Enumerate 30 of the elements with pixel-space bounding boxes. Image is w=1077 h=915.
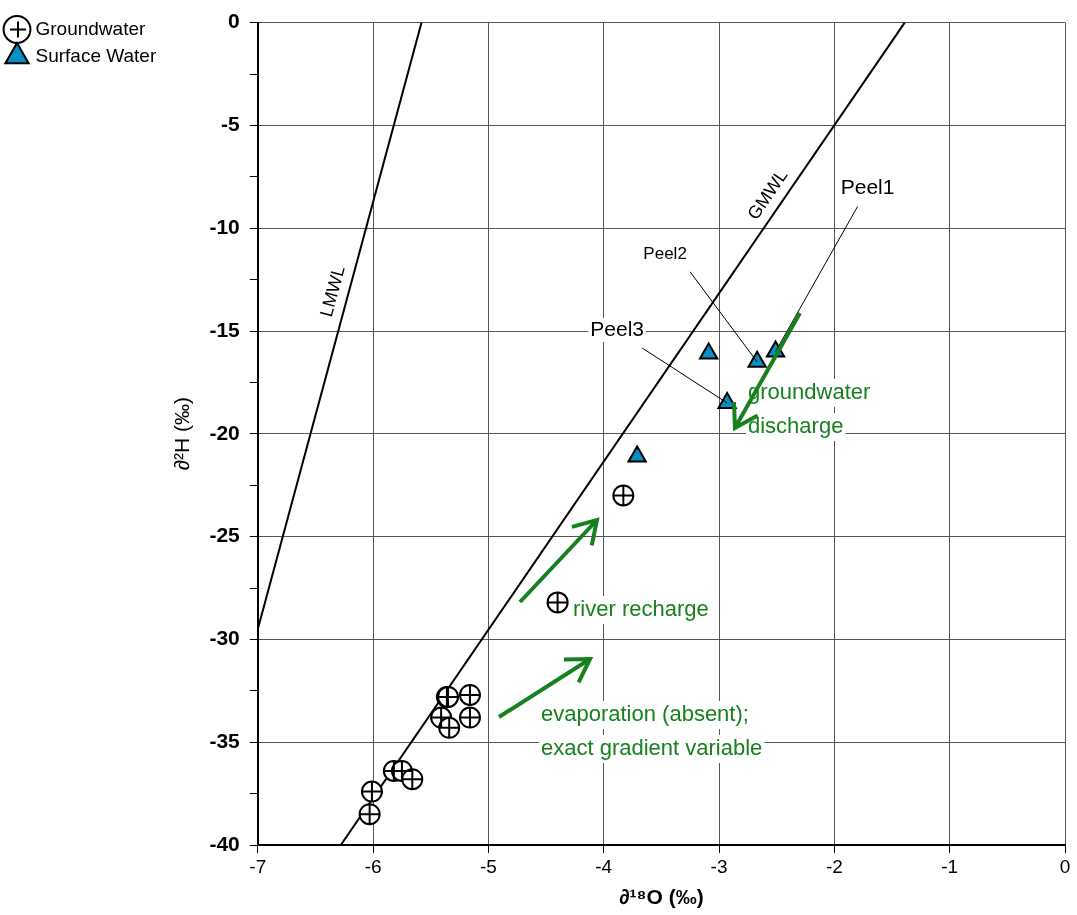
x-tick-label: -2 bbox=[825, 855, 843, 877]
legend-label: Surface Water bbox=[35, 44, 157, 66]
x-tick-label: -4 bbox=[595, 855, 613, 877]
x-tick-label: -1 bbox=[941, 855, 959, 877]
x-tick-label: -3 bbox=[710, 855, 728, 877]
annotation: Peel1 bbox=[840, 175, 895, 199]
y-tick-label: -40 bbox=[209, 831, 240, 855]
x-tick-label: -5 bbox=[479, 855, 497, 877]
y-tick-label: -20 bbox=[209, 420, 240, 444]
y-axis-title: ∂²H (‰) bbox=[169, 397, 193, 471]
text: LMWL bbox=[315, 263, 349, 320]
point bbox=[747, 350, 767, 368]
y-tick-label: -30 bbox=[209, 626, 240, 650]
y-tick-label: -35 bbox=[209, 729, 241, 752]
annotation: Peel3 bbox=[590, 316, 644, 340]
x-tick-label: -7 bbox=[249, 855, 267, 877]
y-tick-label: -25 bbox=[209, 523, 241, 547]
x-tick-label: -6 bbox=[364, 855, 382, 877]
x-axis-title: ∂¹⁸O (‰) bbox=[619, 885, 704, 909]
x-tick-label: 0 bbox=[1059, 855, 1071, 877]
legend-label: Groundwater bbox=[35, 17, 147, 39]
point bbox=[627, 445, 647, 463]
y-tick-label: -10 bbox=[209, 215, 240, 238]
point bbox=[699, 342, 719, 360]
annotation: river recharge bbox=[573, 596, 709, 622]
y-tick-label: -15 bbox=[209, 317, 241, 341]
y-tick-label: -5 bbox=[221, 112, 241, 136]
y-tick-label: 0 bbox=[228, 9, 240, 33]
annotation: Peel2 bbox=[643, 243, 687, 263]
annotation: evaporation (absent); exact gradient variable bbox=[541, 701, 763, 761]
